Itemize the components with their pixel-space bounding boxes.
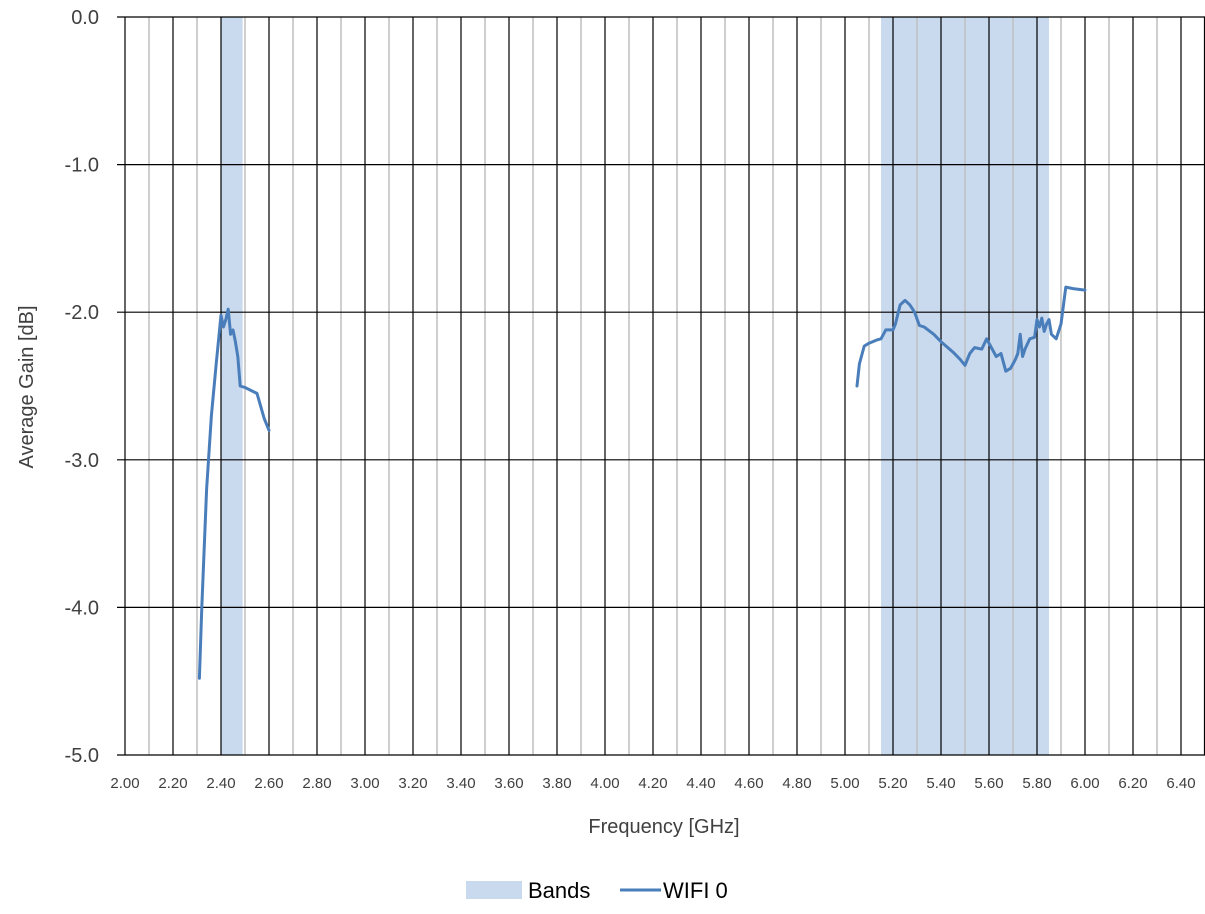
x-tick-label: 4.00 [590,775,619,792]
x-tick-label: 3.00 [350,775,379,792]
x-tick-label: 2.40 [206,775,235,792]
band-area-0 [221,17,243,755]
grid-lines [117,16,1205,756]
legend-bands-label: Bands [528,878,590,903]
x-tick-label: 2.20 [158,775,187,792]
y-axis-title: Average Gain [dB] [16,305,38,468]
legend-bands-swatch [466,881,522,899]
x-tick-label: 5.40 [926,775,955,792]
x-tick-label: 5.80 [1022,775,1051,792]
band-areas [221,17,1049,755]
series-line-segment-0 [197,307,271,680]
x-tick-label: 5.00 [830,775,859,792]
x-tick-label: 4.20 [638,775,667,792]
x-tick-label: 2.00 [110,775,139,792]
legend: Bands WIFI 0 [466,878,728,903]
x-tick-label: 6.40 [1166,775,1195,792]
y-tick-label: -2.0 [65,302,99,324]
x-tick-label: 4.40 [686,775,715,792]
x-tick-label: 5.20 [878,775,907,792]
x-tick-label: 6.20 [1118,775,1147,792]
x-tick-label: 5.60 [974,775,1003,792]
x-tick-label: 4.60 [734,775,763,792]
x-tick-label: 3.40 [446,775,475,792]
series-line-segment-1 [855,285,1087,388]
x-tick-label: 2.60 [254,775,283,792]
x-tick-label: 3.60 [494,775,523,792]
legend-wifi0-label: WIFI 0 [663,878,728,903]
series-lines [197,285,1087,680]
x-tick-label: 3.80 [542,775,571,792]
x-tick-label: 3.20 [398,775,427,792]
x-tick-label: 4.80 [782,775,811,792]
x-tick-label: 6.00 [1070,775,1099,792]
y-tick-label: -1.0 [65,155,99,177]
y-tick-labels: 0.0 -1.0 -2.0 -3.0 -4.0 -5.0 [65,7,99,767]
y-tick-label: -4.0 [65,597,99,619]
y-tick-label: -5.0 [65,745,99,767]
y-tick-label: 0.0 [71,7,99,29]
x-tick-labels: 2.00 2.20 2.40 2.60 2.80 3.00 3.20 3.40 3.60 3.80… [110,775,1195,792]
x-axis-title: Frequency [GHz] [588,816,739,838]
x-tick-label: 2.80 [302,775,331,792]
y-tick-label: -3.0 [65,450,99,472]
